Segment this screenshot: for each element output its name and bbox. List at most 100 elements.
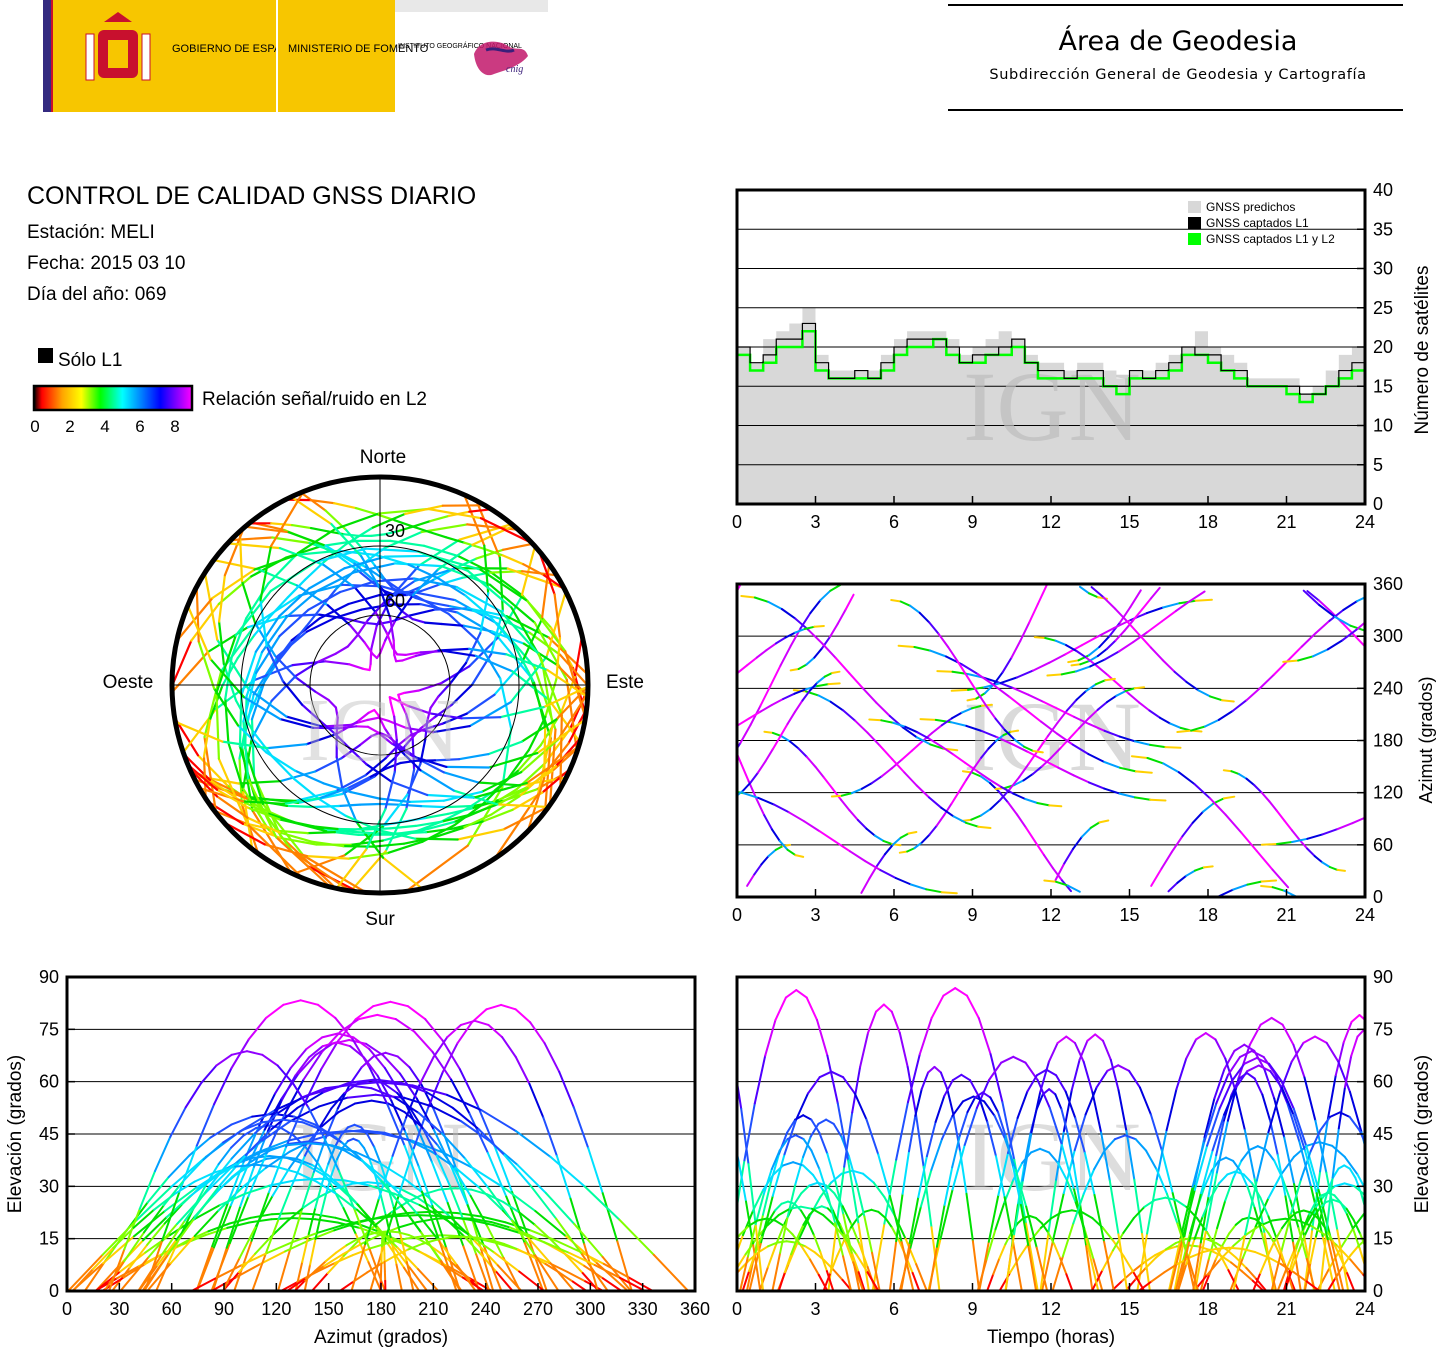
elevation-time-track-segment	[935, 1067, 941, 1073]
legend-label-l1l2: GNSS captados L1 y L2	[1206, 232, 1335, 246]
elevation-azimuth-track-segment	[336, 1245, 346, 1252]
doy-label: Día del año: 069	[27, 284, 166, 305]
elevation-azimuth-track-segment	[418, 1269, 438, 1291]
skyplot-track-segment	[470, 702, 511, 726]
elevation-time-track-segment	[884, 1005, 892, 1012]
elevation-time-track-segment	[1095, 1034, 1103, 1040]
azimuth-track-segment	[1151, 588, 1160, 599]
azimuth-track-segment	[1435, 696, 1445, 697]
azimuth-track-segment	[715, 732, 726, 738]
azimuth-track-segment	[899, 646, 915, 647]
skyplot-track-segment	[275, 656, 296, 678]
azimuth-track-segment	[725, 727, 733, 745]
skyplot-track-segment	[344, 534, 358, 536]
elevation-time-track-segment	[1229, 1225, 1236, 1234]
elevation-time-track-segment	[765, 1020, 775, 1056]
skyplot-track-segment	[503, 544, 533, 550]
elevation-time-track-segment	[1393, 1244, 1403, 1267]
elevation-time-track-segment	[953, 1075, 962, 1080]
azimuth-track-segment	[738, 718, 749, 725]
elevation-time-track-segment	[1176, 1059, 1186, 1090]
azimuth-track-segment	[1104, 597, 1116, 609]
elevation-time-track-segment	[1335, 1183, 1345, 1186]
azimuth-track-segment	[1017, 815, 1026, 828]
azimuth-track-segment	[904, 773, 916, 786]
elevation-time-track-segment	[831, 1072, 843, 1078]
elevation-time-track-segment	[668, 1164, 675, 1226]
snr-tick-4: 4	[100, 417, 109, 436]
azimuth-track-segment	[991, 800, 1001, 809]
elevation-time-track-segment	[890, 1241, 896, 1291]
azimuth-track-segment	[1100, 821, 1109, 823]
elevation-time-track-segment	[1255, 1079, 1263, 1095]
azimuth-track-segment	[1262, 844, 1277, 845]
azimuth-track-segment	[1172, 836, 1182, 851]
azimuth-track-segment	[1330, 867, 1338, 870]
azimuth-track-segment	[1383, 803, 1398, 810]
ytick-label-45: 45	[1373, 1124, 1393, 1144]
elevation-azimuth-track-segment	[201, 1066, 216, 1084]
skyplot-track-segment	[400, 832, 426, 833]
azimuth-track-segment	[835, 841, 850, 851]
ytick-label-5: 5	[1373, 455, 1383, 475]
azimuth-track-segment	[817, 677, 824, 683]
azimuth-track-segment	[1277, 811, 1285, 821]
azimuth-track-segment	[926, 889, 941, 892]
azimuth-track-segment	[1260, 675, 1274, 688]
azimuth-track-segment	[772, 699, 783, 705]
elevation-time-track-segment	[1029, 1247, 1037, 1291]
elevation-azimuth-track-segment	[475, 1021, 489, 1025]
elevation-time-track-segment	[1345, 1056, 1351, 1087]
xtick-label-9: 9	[967, 512, 977, 532]
azimuth-track-segment	[1148, 622, 1162, 633]
azimuth-track-segment	[1091, 822, 1100, 828]
azimuth-track-segment	[1203, 803, 1213, 811]
azimuth-track-segment	[743, 793, 758, 798]
elevation-azimuth-track-segment	[266, 1005, 283, 1018]
elevation-time-track-segment	[796, 990, 806, 998]
elevation-time-track-segment	[1223, 1234, 1230, 1246]
elevation-time-track-segment	[1370, 1037, 1376, 1056]
ministry-divider	[276, 0, 278, 112]
elevation-azimuth-track-segment	[407, 1262, 414, 1291]
elevation-time-track-segment	[1268, 1241, 1275, 1256]
elevation-time-track-segment	[973, 1241, 979, 1291]
elevation-azimuth-track-segment	[516, 1131, 550, 1157]
elevation-time-track-segment	[1247, 1066, 1259, 1072]
azimuth-track-segment	[814, 626, 824, 627]
azimuth-track-segment	[971, 816, 981, 820]
azimuth-track-segment	[1417, 872, 1432, 886]
skyplot-north-label: Norte	[360, 447, 406, 468]
elevation-azimuth-track-segment	[256, 1196, 273, 1226]
elevation-time-track-segment	[755, 1056, 765, 1104]
azimuth-track-segment	[824, 778, 833, 789]
elevation-azimuth-track-segment	[518, 1165, 546, 1193]
elevation-azimuth-xlabel: Azimut (grados)	[314, 1327, 448, 1348]
xtick-label-12: 12	[1041, 512, 1061, 532]
elevation-time-track-segment	[1056, 1075, 1066, 1091]
azimuth-track-segment	[930, 651, 946, 657]
elevation-time-track-segment	[1124, 1256, 1134, 1273]
ytick-label-75: 75	[1373, 1019, 1393, 1039]
azimuth-track-segment	[863, 688, 877, 703]
skyplot-track-segment	[489, 742, 522, 755]
elevation-time-track-segment	[661, 1226, 668, 1291]
azimuth-track-segment	[809, 630, 823, 643]
xtick-label-3: 3	[810, 1299, 820, 1319]
elevation-azimuth-track-segment	[214, 1068, 231, 1104]
elevation-azimuth-track-segment	[414, 1032, 432, 1052]
elevation-time-track-segment	[705, 1275, 714, 1291]
elevation-time-track-segment	[788, 1184, 796, 1217]
skyplot-track-segment	[272, 676, 296, 701]
elevation-time-track-segment	[803, 1165, 813, 1175]
azimuth-track-segment	[832, 796, 842, 797]
elevation-time-track-segment	[865, 1210, 872, 1212]
azimuth-track-segment	[1073, 837, 1082, 849]
elevation-time-track-segment	[1157, 1169, 1168, 1194]
skyplot-track-segment	[253, 731, 273, 757]
elevation-time-track-segment	[1345, 1183, 1355, 1186]
elevation-azimuth-track-segment	[530, 1084, 544, 1117]
skyplot-track-segment	[279, 819, 309, 826]
elevation-azimuth-track-segment	[223, 1130, 243, 1143]
